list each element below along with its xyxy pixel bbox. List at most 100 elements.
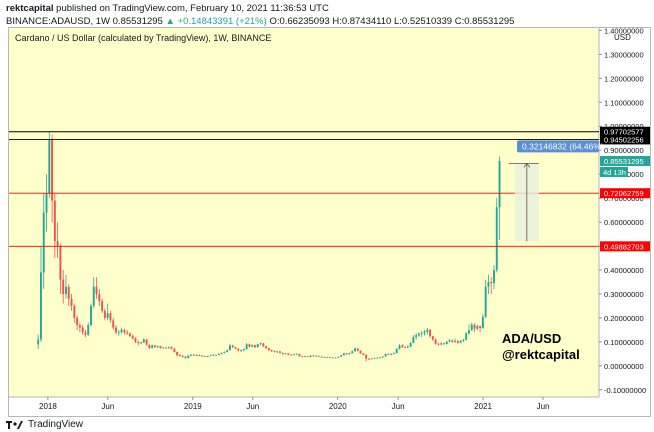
countdown-label: 4d 13h [603, 168, 626, 177]
candle-body [176, 351, 179, 356]
x-tick-label: 2021 [474, 402, 492, 411]
publisher-line: rektcapital published on TradingView.com… [6, 2, 514, 15]
candle-body [145, 339, 148, 345]
close-value: 0.85531295 [464, 16, 515, 27]
candle-body [390, 353, 393, 355]
candle-body [128, 333, 131, 336]
candle-body [81, 327, 84, 333]
candle-body [178, 355, 181, 357]
candle-body [290, 354, 293, 356]
candle-body [117, 332, 120, 334]
last-price-background [600, 155, 650, 166]
measure-label-background [517, 140, 599, 153]
candle-body [315, 355, 318, 357]
candle-body [370, 358, 373, 360]
candle-body [301, 356, 304, 358]
candle-body [359, 350, 362, 354]
candle-body [329, 356, 331, 358]
price-tag-label: 0.94502256 [604, 135, 644, 144]
candle-body [92, 286, 95, 306]
y-tick-label: 1.40000000 [604, 28, 644, 35]
candle-body [426, 329, 429, 332]
candle-body [115, 327, 117, 333]
candle-body [395, 348, 398, 354]
low-label: L: [393, 16, 402, 27]
candle-body [251, 345, 254, 347]
y-tick-label: 0.30000000 [604, 290, 644, 299]
candle-body [362, 353, 365, 355]
candle-body [354, 348, 356, 352]
candle-body [284, 353, 287, 355]
candle-body [84, 332, 87, 335]
candle-body [159, 346, 162, 349]
candle-body [173, 348, 176, 352]
candle-body [151, 345, 154, 348]
candle-body [217, 353, 220, 356]
publisher-name[interactable]: rektcapital [6, 3, 54, 14]
y-tick-label: 0.90000000 [604, 146, 644, 155]
candle-body [53, 200, 56, 242]
candle-body [276, 351, 279, 353]
candle-body [203, 356, 206, 358]
ohlc-line: BINANCE:ADAUSD, 1W 0.85531295 ▲ +0.14843… [6, 15, 514, 28]
chart-annotation: ADA/USD @rektcapital [502, 331, 580, 362]
open-value: 0.66235093 [279, 16, 330, 27]
footer: TradingView [6, 419, 83, 431]
candle-body [181, 355, 184, 357]
candle-body [45, 193, 48, 213]
x-tick-label: Jun [246, 402, 259, 411]
x-tick-label: Jun [392, 402, 405, 411]
last-price-tag: 0.85531295 4d 13h [600, 155, 650, 177]
chart-header: rektcapital published on TradingView.com… [6, 2, 514, 28]
candle-body [376, 357, 379, 359]
candle-body [317, 355, 320, 357]
last-price: 0.85531295 [112, 16, 163, 27]
candle-body [398, 345, 401, 349]
candle-body [112, 320, 115, 328]
candle-body [331, 357, 334, 359]
candle-body [384, 354, 387, 357]
candle-body [337, 356, 340, 358]
candle-body [190, 354, 193, 356]
candle-body [123, 329, 126, 333]
candle-body [381, 356, 384, 358]
candle-body [220, 352, 223, 354]
x-axis-ticks: 2018 Jun 2019 Jun 2020 Jun 2021 Jun [39, 397, 549, 411]
candle-body [76, 317, 79, 326]
candle-body [320, 356, 323, 358]
candle-body [142, 339, 145, 343]
measure-label: 0.32146832 (64.46%) [522, 141, 604, 151]
candle-body [234, 347, 237, 349]
candle-body [406, 346, 409, 348]
close-label: C: [454, 16, 465, 27]
candle-body [448, 340, 451, 342]
footer-brand[interactable]: TradingView [28, 419, 84, 430]
y-tick-label: 1.00000000 [604, 122, 644, 131]
candle-body [442, 343, 445, 345]
x-tick-label: Jun [101, 402, 114, 411]
price-tag-label: 0.72062759 [604, 189, 644, 198]
chart-container[interactable]: Cardano / US Dollar (calculated by Tradi… [8, 26, 651, 417]
candle-body [237, 348, 240, 351]
price-chart[interactable]: Cardano / US Dollar (calculated by Tradi… [9, 26, 650, 416]
countdown-background [600, 166, 628, 177]
y-tick-label: 0.10000000 [604, 338, 644, 347]
candle-body [87, 325, 90, 335]
symbol-label: BINANCE:ADAUSD, 1W [6, 16, 110, 27]
candle-body [103, 310, 106, 318]
plot-background [9, 28, 599, 397]
candle-body [479, 326, 482, 328]
candle-body [445, 341, 448, 345]
candle-body [120, 329, 123, 333]
x-tick-label: 2018 [39, 402, 57, 411]
candle-body [212, 354, 215, 356]
candle-body [37, 339, 40, 345]
candle-body [351, 351, 354, 354]
candle-body [59, 246, 62, 280]
candle-body [298, 353, 301, 357]
candle-body [312, 355, 315, 357]
price-range-measure[interactable]: 0.32146832 (64.46%) [508, 140, 604, 242]
candle-body [456, 340, 459, 343]
candle-body [206, 356, 209, 357]
